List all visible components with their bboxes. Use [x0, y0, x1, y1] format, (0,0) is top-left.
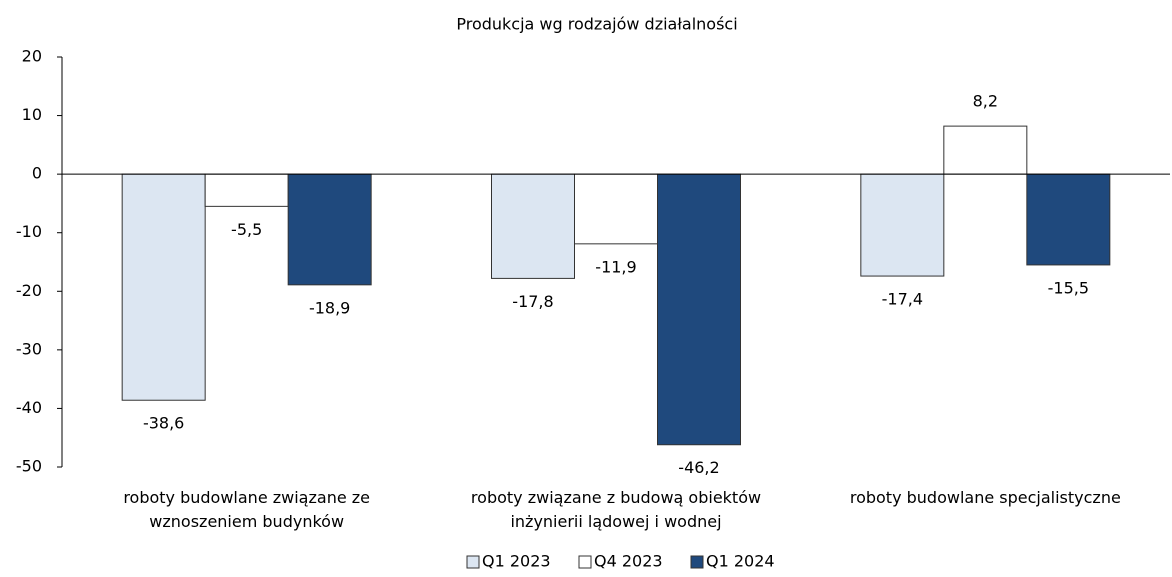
bar — [491, 173, 575, 279]
bar — [657, 173, 741, 446]
data-label: -46,2 — [678, 458, 719, 477]
bar — [121, 173, 206, 401]
y-tick-label: 0 — [32, 164, 42, 183]
bar — [574, 173, 658, 245]
y-tick-label: -10 — [16, 222, 42, 241]
bar — [204, 173, 289, 207]
legend-label: Q1 2023 — [482, 552, 551, 571]
y-tick-label: -50 — [16, 457, 42, 476]
data-label: -5,5 — [231, 220, 262, 239]
legend-swatch — [578, 555, 592, 569]
data-label: -17,8 — [512, 292, 553, 311]
data-label: -38,6 — [143, 414, 184, 433]
bar — [1026, 173, 1111, 266]
data-label: -17,4 — [882, 290, 923, 309]
data-label: -15,5 — [1048, 278, 1089, 297]
legend-label: Q4 2023 — [594, 552, 663, 571]
x-tick-label: roboty związane z budową obiektów inżynie… — [471, 488, 761, 531]
legend-swatch — [466, 555, 480, 569]
y-tick-label: -30 — [16, 339, 42, 358]
data-label: -11,9 — [595, 257, 636, 276]
bar — [943, 125, 1028, 175]
bar — [860, 173, 945, 277]
bar — [287, 173, 372, 286]
y-tick-label: 20 — [22, 47, 42, 66]
legend-label: Q1 2024 — [706, 552, 775, 571]
legend-swatch — [690, 555, 704, 569]
y-tick-label: -20 — [16, 281, 42, 300]
x-tick-label: roboty budowlane związane ze wznoszeniem … — [123, 488, 370, 531]
data-label: -18,9 — [309, 298, 350, 317]
data-label: 8,2 — [973, 92, 998, 111]
y-tick-label: 10 — [22, 105, 42, 124]
y-tick-label: -40 — [16, 398, 42, 417]
x-tick-label: roboty budowlane specjalistyczne — [850, 488, 1121, 507]
chart-title: Produkcja wg rodzajów działalności — [456, 15, 737, 34]
